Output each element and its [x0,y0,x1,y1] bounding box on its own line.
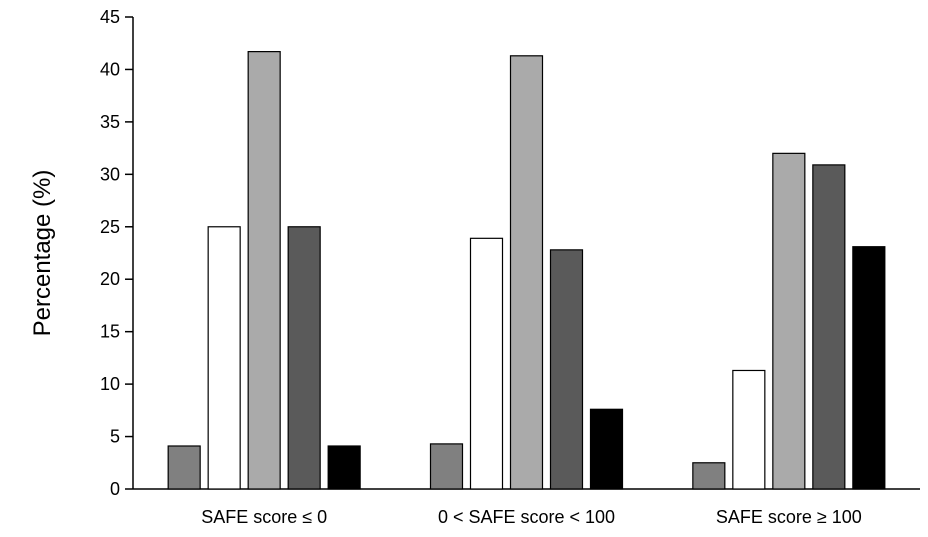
y-tick-label: 10 [100,374,120,394]
bar [327,445,361,490]
bar [852,246,886,490]
y-tick-label: 40 [100,59,120,79]
bar [287,226,321,490]
y-tick-label: 15 [100,322,120,342]
y-tick-label: 20 [100,269,120,289]
x-axis: SAFE score ≤ 0 0 < SAFE score < 100 SAFE s… [133,488,920,527]
bar [589,408,624,490]
bar [732,369,766,490]
y-tick-label: 25 [100,217,120,237]
y-tick-label: 35 [100,112,120,132]
y-tick-label: 0 [110,479,120,499]
y-tick-label: 30 [100,164,120,184]
x-tick-label: SAFE score ≥ 100 [716,507,862,527]
y-tick-label: 45 [100,7,120,27]
bar [429,443,464,490]
bar [167,445,201,490]
y-tick-label: 5 [110,427,120,447]
y-axis-title: Percentage (%) [29,170,56,337]
bar [812,164,846,490]
bar [692,462,726,490]
bars [167,51,886,490]
x-tick-label: SAFE score ≤ 0 [201,507,327,527]
bar [772,152,806,490]
x-tick-label: 0 < SAFE score < 100 [438,507,615,527]
y-axis: 0 5 10 15 20 25 30 35 40 45 [100,7,134,499]
bar [247,51,281,490]
bar [469,237,504,490]
bar [549,249,584,490]
bar [207,226,241,490]
bar [509,55,544,490]
